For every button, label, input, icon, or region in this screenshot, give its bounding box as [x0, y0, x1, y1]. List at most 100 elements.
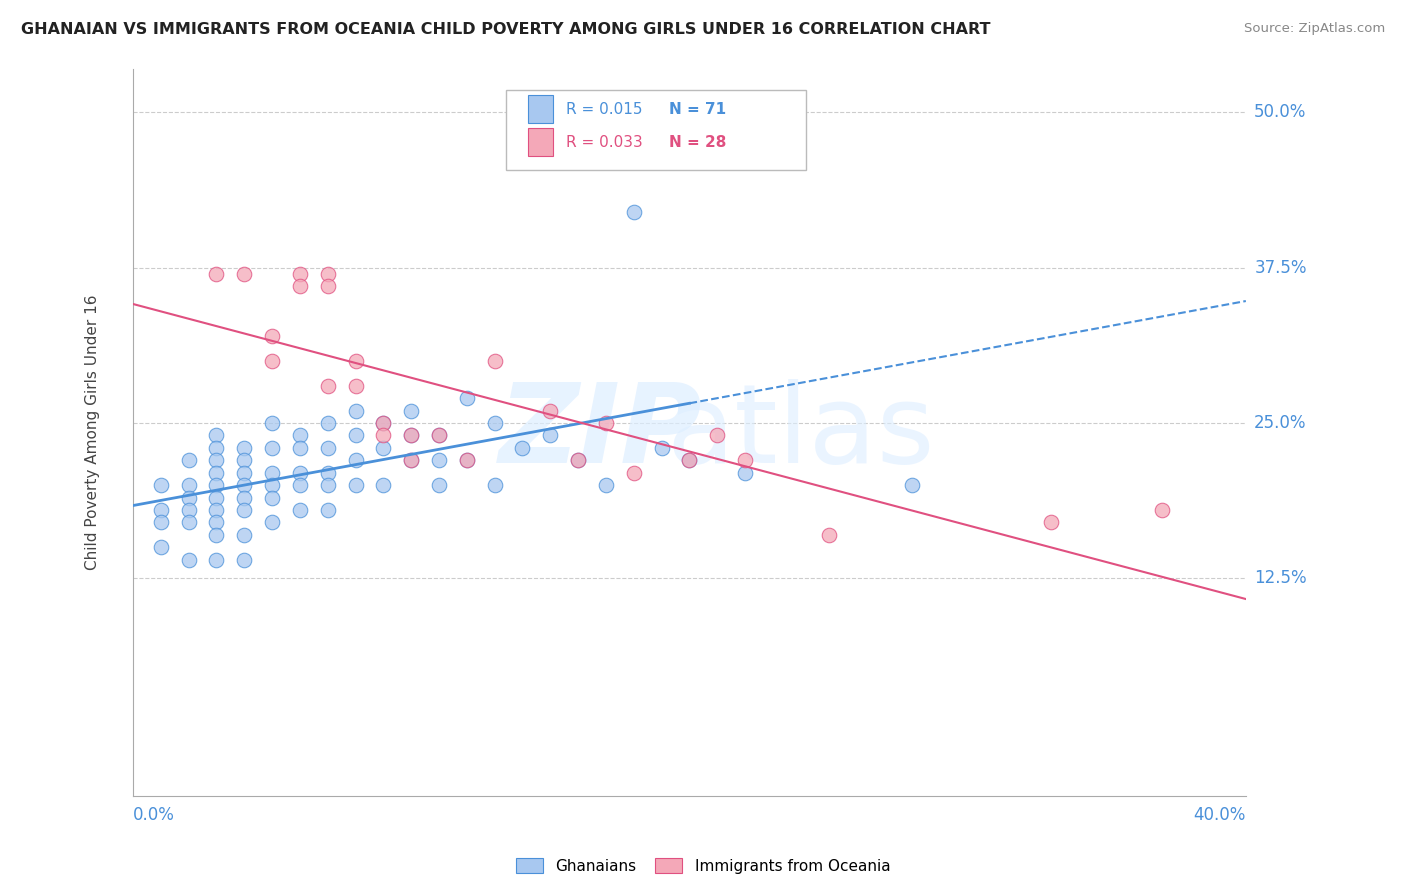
Point	[316, 378, 339, 392]
Point	[373, 441, 395, 455]
Point	[262, 516, 284, 530]
FancyBboxPatch shape	[506, 90, 806, 170]
Point	[288, 267, 311, 281]
Point	[205, 491, 228, 505]
Point	[177, 503, 200, 517]
Legend: Ghanaians, Immigrants from Oceania: Ghanaians, Immigrants from Oceania	[509, 852, 897, 880]
Point	[262, 491, 284, 505]
Point	[316, 478, 339, 492]
Point	[316, 441, 339, 455]
Point	[344, 428, 367, 442]
Point	[288, 441, 311, 455]
FancyBboxPatch shape	[529, 95, 553, 123]
Point	[595, 478, 617, 492]
Point	[373, 416, 395, 430]
Point	[399, 428, 422, 442]
Point	[567, 453, 589, 467]
Point	[706, 428, 728, 442]
Point	[288, 428, 311, 442]
Point	[149, 478, 172, 492]
Point	[651, 441, 673, 455]
Point	[373, 416, 395, 430]
Point	[149, 516, 172, 530]
Point	[1152, 503, 1174, 517]
Point	[205, 267, 228, 281]
Point	[262, 416, 284, 430]
Point	[456, 391, 478, 405]
Point	[233, 466, 256, 480]
Point	[399, 428, 422, 442]
Point	[456, 453, 478, 467]
Point	[233, 453, 256, 467]
Text: 25.0%: 25.0%	[1254, 414, 1306, 432]
Point	[678, 453, 700, 467]
Point	[817, 528, 839, 542]
Point	[262, 478, 284, 492]
Point	[623, 204, 645, 219]
Text: Source: ZipAtlas.com: Source: ZipAtlas.com	[1244, 22, 1385, 36]
Point	[538, 403, 561, 417]
Point	[456, 453, 478, 467]
Text: 0.0%: 0.0%	[134, 806, 174, 824]
Point	[262, 329, 284, 343]
Point	[567, 453, 589, 467]
Point	[399, 403, 422, 417]
Point	[233, 441, 256, 455]
Point	[177, 516, 200, 530]
Point	[901, 478, 924, 492]
Point	[205, 528, 228, 542]
Point	[373, 478, 395, 492]
Text: 50.0%: 50.0%	[1254, 103, 1306, 121]
Point	[734, 466, 756, 480]
Point	[427, 428, 450, 442]
Point	[344, 478, 367, 492]
Point	[399, 453, 422, 467]
Text: N = 28: N = 28	[669, 135, 727, 150]
Text: GHANAIAN VS IMMIGRANTS FROM OCEANIA CHILD POVERTY AMONG GIRLS UNDER 16 CORRELATI: GHANAIAN VS IMMIGRANTS FROM OCEANIA CHIL…	[21, 22, 991, 37]
Point	[512, 441, 534, 455]
Point	[344, 403, 367, 417]
Point	[177, 453, 200, 467]
Point	[484, 353, 506, 368]
Point	[623, 466, 645, 480]
Point	[288, 478, 311, 492]
Point	[427, 478, 450, 492]
Text: 12.5%: 12.5%	[1254, 569, 1306, 588]
Point	[288, 466, 311, 480]
Point	[373, 428, 395, 442]
Point	[288, 503, 311, 517]
Point	[177, 553, 200, 567]
Point	[484, 478, 506, 492]
Point	[262, 441, 284, 455]
Point	[149, 503, 172, 517]
Point	[678, 453, 700, 467]
Point	[427, 453, 450, 467]
Point	[205, 553, 228, 567]
Point	[538, 428, 561, 442]
Point	[233, 528, 256, 542]
Text: Child Poverty Among Girls Under 16: Child Poverty Among Girls Under 16	[84, 294, 100, 570]
Point	[233, 553, 256, 567]
Point	[316, 503, 339, 517]
Point	[233, 503, 256, 517]
Text: R = 0.033: R = 0.033	[565, 135, 643, 150]
Text: N = 71: N = 71	[669, 102, 727, 117]
Point	[316, 466, 339, 480]
Point	[233, 478, 256, 492]
FancyBboxPatch shape	[529, 128, 553, 156]
Point	[205, 503, 228, 517]
Point	[595, 130, 617, 145]
Point	[316, 267, 339, 281]
Point	[316, 416, 339, 430]
Point	[205, 466, 228, 480]
Point	[1040, 516, 1063, 530]
Point	[233, 267, 256, 281]
Point	[484, 416, 506, 430]
Point	[205, 453, 228, 467]
Point	[399, 453, 422, 467]
Point	[316, 279, 339, 293]
Point	[262, 353, 284, 368]
Point	[288, 279, 311, 293]
Text: 40.0%: 40.0%	[1194, 806, 1246, 824]
Text: atlas: atlas	[666, 379, 935, 486]
